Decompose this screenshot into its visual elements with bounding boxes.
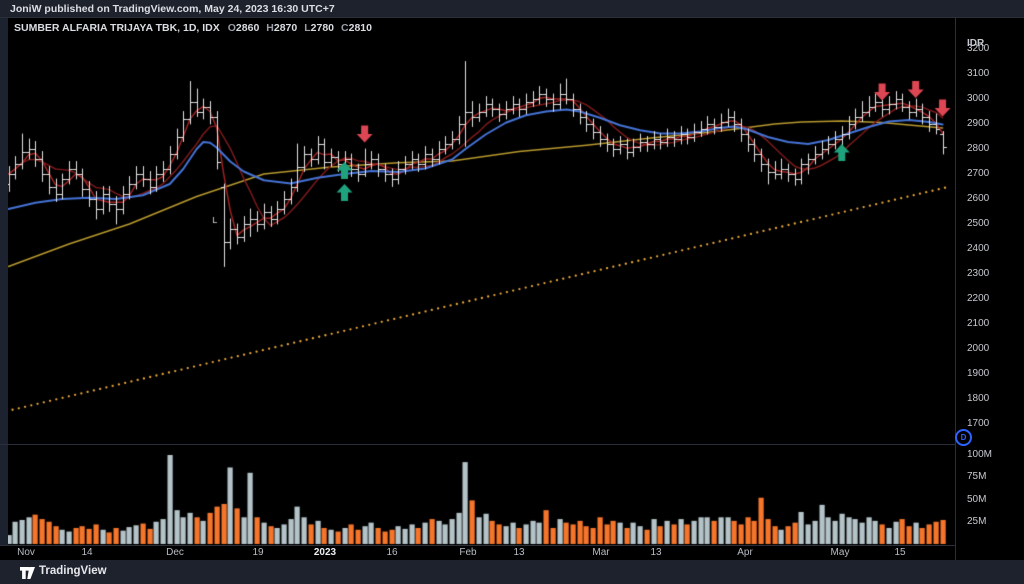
time-label-year: 2023 — [313, 547, 337, 558]
price-tick-label: 1700 — [967, 418, 990, 429]
price-tick-label: 3000 — [967, 93, 990, 104]
daily-interval-badge-icon[interactable]: D — [955, 429, 972, 446]
price-axis[interactable]: IDR 3200 3100 3000 2900 2800 2700 2600 2500 2400… — [956, 18, 1024, 560]
tradingview-brand-text[interactable]: TradingView — [39, 565, 107, 577]
time-label: 14 — [81, 547, 93, 558]
ohlc-close-value: 2810 — [348, 22, 372, 34]
time-label: 13 — [650, 547, 662, 558]
daily-interval-letter: D — [960, 433, 967, 442]
volume-tick-label: 75M — [967, 471, 987, 483]
currency-label: IDR — [967, 38, 985, 49]
price-tick-label: 2500 — [967, 218, 990, 229]
time-label: 13 — [513, 547, 525, 558]
price-axis-divider — [955, 18, 956, 560]
time-label: Nov — [17, 547, 35, 558]
price-tick-label: 2800 — [967, 143, 990, 154]
ohlc-low-letter: L — [304, 22, 311, 34]
chart-left-margin — [0, 18, 8, 545]
ohlc-open-value: 2860 — [235, 22, 260, 34]
volume-tick-label: 50M — [967, 493, 987, 505]
ohlc-high-letter: H — [266, 22, 274, 34]
time-axis-divider — [0, 545, 956, 546]
price-tick-label: 3100 — [967, 68, 990, 79]
header-divider — [0, 17, 1024, 18]
time-label: Mar — [592, 547, 610, 558]
price-tick-label: 1900 — [967, 368, 990, 379]
symbol-title: SUMBER ALFARIA TRIJAYA TBK, 1D, IDX — [14, 22, 220, 34]
price-tick-label: 2600 — [967, 193, 990, 204]
time-label: Feb — [459, 547, 477, 558]
time-label: 16 — [386, 547, 398, 558]
time-label: Dec — [166, 547, 184, 558]
ohlc-close-letter: C — [341, 22, 349, 34]
price-tick-label: 3200 — [967, 43, 990, 54]
ohlc-open-letter: O — [227, 22, 236, 34]
price-tick-label: 2400 — [967, 243, 990, 254]
time-label: Apr — [737, 547, 753, 558]
ohlc-low-value: 2780 — [310, 22, 335, 34]
price-tick-label: 2300 — [967, 268, 990, 279]
price-tick-label: 2100 — [967, 318, 990, 329]
volume-tick-label: 25M — [967, 515, 987, 527]
price-tick-label: 1800 — [967, 393, 990, 404]
pane-divider — [0, 444, 956, 445]
price-tick-label: 2000 — [967, 343, 990, 354]
time-label: May — [830, 547, 850, 558]
time-label: 15 — [894, 547, 906, 558]
symbol-legend[interactable]: SUMBER ALFARIA TRIJAYA TBK, 1D, IDX O2860… — [14, 22, 379, 34]
footer-bar: TradingView — [0, 560, 1024, 584]
price-tick-label: 2700 — [967, 168, 990, 179]
tradingview-logo-icon[interactable] — [20, 566, 35, 584]
price-tick-label: 2900 — [967, 118, 990, 129]
price-tick-label: 2200 — [967, 293, 990, 304]
ohlc-high-value: 2870 — [273, 22, 298, 34]
time-axis[interactable]: Nov 14 Dec 19 2023 16 Feb 13 Mar 13 Apr May 15 — [0, 545, 956, 560]
volume-tick-label: 100M — [967, 449, 993, 460]
time-label: 19 — [252, 547, 264, 558]
